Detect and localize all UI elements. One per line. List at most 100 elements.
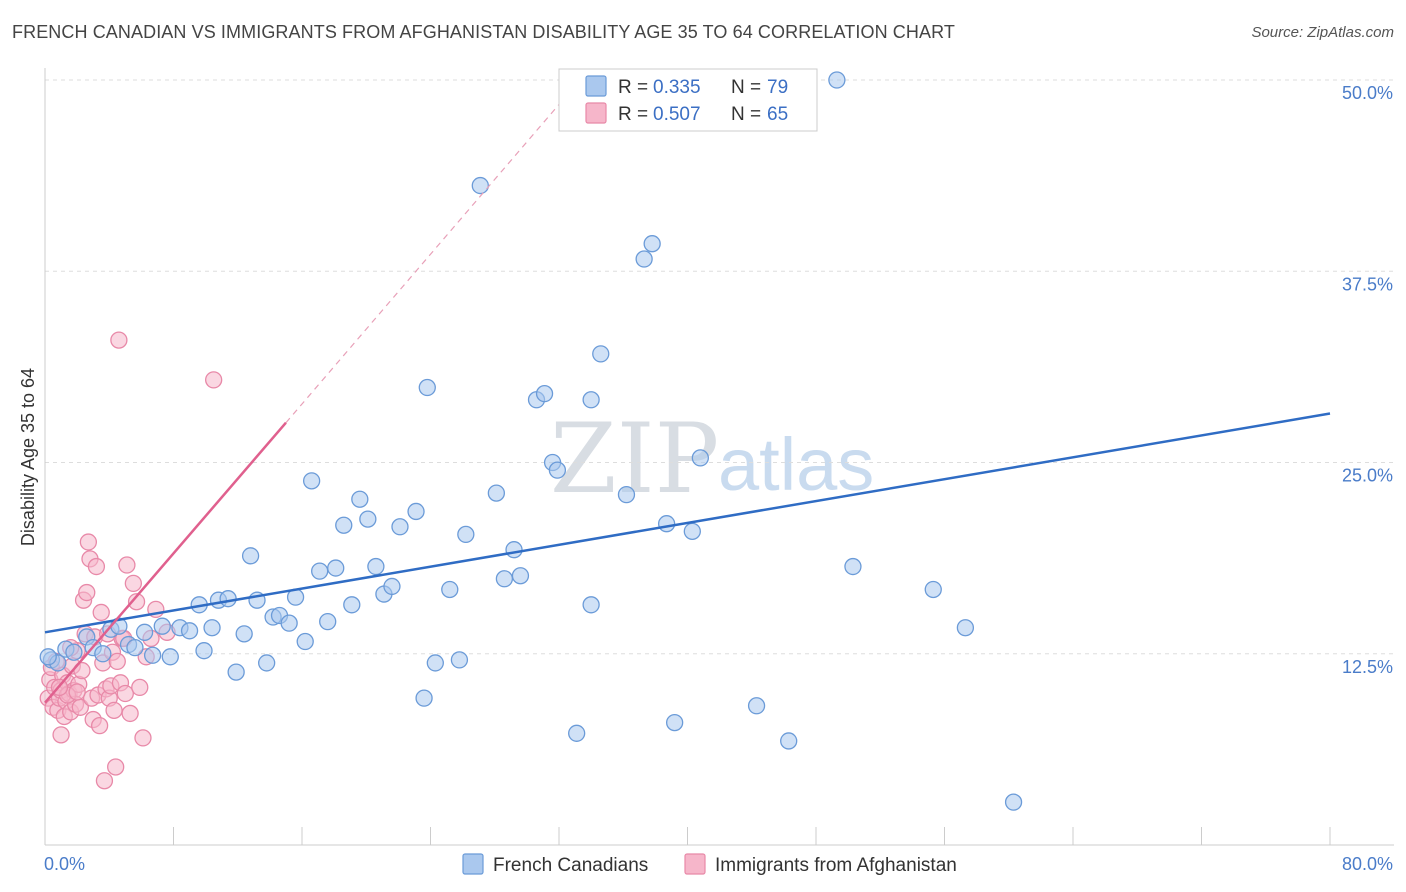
afghanistan-point bbox=[68, 683, 86, 701]
french-canadian-point bbox=[1004, 793, 1023, 811]
french-canadian-trendline bbox=[44, 412, 1331, 634]
french-canadian-point bbox=[780, 732, 798, 750]
french-canadian-point bbox=[296, 632, 314, 651]
french-canadian-point bbox=[94, 645, 112, 663]
french-canadian-point bbox=[450, 651, 469, 669]
afghanistan-trendline bbox=[44, 421, 287, 704]
french-canadian-point bbox=[617, 485, 636, 504]
french-canadian-point bbox=[39, 648, 57, 666]
afghanistan-point bbox=[107, 758, 125, 776]
french-canadian-point bbox=[319, 612, 337, 631]
french-canadian-point bbox=[457, 525, 475, 544]
french-canadian-point bbox=[415, 689, 433, 707]
french-canadian-point bbox=[126, 638, 144, 657]
french-canadian-point bbox=[311, 562, 329, 580]
french-canadian-point bbox=[335, 516, 353, 534]
french-canadian-point bbox=[367, 557, 385, 576]
y-tick-label: 25.0% bbox=[1342, 466, 1393, 486]
afghanistan-point bbox=[90, 717, 109, 735]
x-tick-label-min: 0.0% bbox=[44, 854, 85, 874]
afghanistan-point bbox=[92, 603, 110, 622]
legend-swatch-french-canadians bbox=[585, 75, 607, 97]
series-legend-swatch-french-canadians bbox=[462, 853, 484, 875]
series-legend: French Canadians Immigrants from Afghani… bbox=[462, 853, 957, 876]
french-canadian-point bbox=[258, 654, 276, 672]
french-canadian-point bbox=[548, 461, 567, 479]
french-canadian-point bbox=[235, 625, 253, 643]
french-canadian-point bbox=[180, 622, 199, 640]
afghanistan-point bbox=[121, 704, 139, 723]
legend-r-value-0: 0.335 bbox=[653, 77, 701, 98]
legend-n-label-1: N = bbox=[731, 104, 761, 125]
french-canadian-point bbox=[956, 619, 975, 637]
french-canadian-point bbox=[471, 176, 489, 195]
french-canadian-point bbox=[227, 663, 245, 681]
french-canadian-point bbox=[407, 502, 425, 521]
french-canadian-point bbox=[343, 596, 361, 614]
french-canadian-point bbox=[924, 580, 942, 599]
trend-layer bbox=[44, 104, 1331, 704]
french-canadian-point bbox=[487, 484, 506, 502]
french-canadian-point bbox=[657, 515, 676, 533]
afghanistan-point bbox=[131, 678, 149, 697]
french-canadian-point bbox=[241, 547, 260, 565]
french-canadian-point bbox=[592, 345, 610, 363]
afghanistan-point bbox=[110, 331, 128, 349]
legend-n-value-0: 79 bbox=[767, 77, 788, 98]
french-canadian-point bbox=[691, 449, 709, 467]
french-canadian-point bbox=[495, 570, 514, 588]
afghanistan-point bbox=[118, 556, 136, 574]
french-canadian-point bbox=[327, 559, 345, 577]
y-axis-title: Disability Age 35 to 64 bbox=[18, 368, 38, 546]
legend-r-value-1: 0.507 bbox=[653, 104, 701, 125]
chart-title: FRENCH CANADIAN VS IMMIGRANTS FROM AFGHA… bbox=[12, 22, 955, 42]
french-canadian-point bbox=[135, 623, 154, 641]
french-canadian-point bbox=[535, 384, 554, 403]
french-canadian-point bbox=[161, 648, 179, 666]
y-tick-label: 37.5% bbox=[1342, 274, 1393, 294]
legend-r-label-0: R = bbox=[618, 77, 648, 98]
french-canadian-point bbox=[383, 577, 401, 596]
french-canadian-point bbox=[302, 472, 321, 490]
french-canadian-point bbox=[195, 642, 213, 660]
french-canadian-point bbox=[635, 250, 653, 268]
afghanistan-point bbox=[108, 652, 126, 671]
legend-swatch-afghanistan bbox=[585, 102, 607, 124]
watermark-atlas: atlas bbox=[718, 423, 874, 506]
afghanistan-point bbox=[87, 557, 106, 576]
french-canadian-point bbox=[511, 567, 530, 585]
french-canadian-point bbox=[844, 557, 862, 576]
legend-n-value-1: 65 bbox=[767, 104, 788, 125]
french-canadian-point bbox=[351, 490, 369, 508]
axis-layer: Disability Age 35 to 64 0.0% 80.0% bbox=[18, 68, 1394, 874]
french-canadian-point bbox=[441, 580, 459, 599]
afghanistan-point bbox=[52, 726, 70, 744]
french-canadian-point bbox=[568, 724, 586, 742]
grid-layer: 12.5% 25.0% 37.5% 50.0% bbox=[45, 79, 1394, 677]
afghanistan-point bbox=[127, 593, 146, 611]
x-tick-label-max: 80.0% bbox=[1342, 854, 1393, 874]
french-canadian-point bbox=[219, 590, 237, 608]
french-canadian-point bbox=[391, 518, 409, 536]
afghanistan-point bbox=[205, 371, 223, 389]
source-label: Source: ZipAtlas.com bbox=[1251, 24, 1394, 41]
series-legend-label-french-canadians: French Canadians bbox=[493, 855, 648, 876]
french-canadian-point bbox=[153, 617, 171, 635]
french-canadian-point bbox=[582, 391, 600, 409]
french-canadian-point bbox=[203, 619, 221, 637]
afghanistan-point bbox=[124, 574, 142, 593]
y-tick-label: 12.5% bbox=[1342, 657, 1393, 677]
legend-n-label-0: N = bbox=[731, 77, 761, 98]
french-canadian-point bbox=[426, 654, 444, 672]
french-canadian-point bbox=[359, 510, 377, 528]
afghanistan-point bbox=[79, 533, 98, 551]
french-canadian-point bbox=[683, 522, 701, 540]
series-legend-swatch-afghanistan bbox=[684, 853, 706, 875]
points-layer bbox=[39, 71, 1023, 811]
afghanistan-point bbox=[134, 729, 152, 747]
afghanistan-point bbox=[95, 772, 114, 790]
y-tick-label: 50.0% bbox=[1342, 83, 1393, 103]
french-canadian-point bbox=[505, 541, 523, 559]
french-canadian-point bbox=[143, 646, 162, 664]
